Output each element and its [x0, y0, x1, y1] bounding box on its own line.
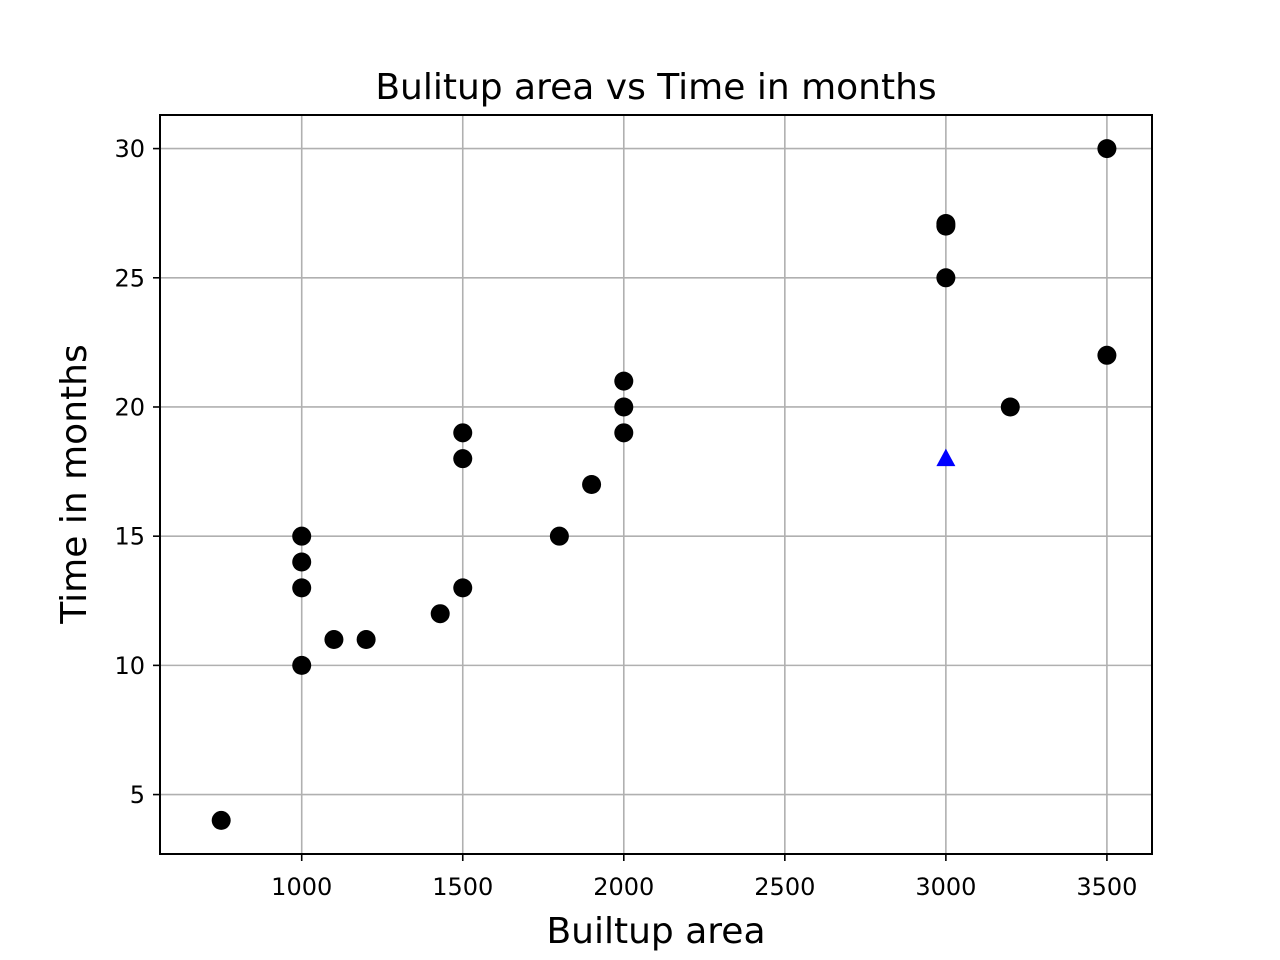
- data-point: [453, 449, 473, 469]
- x-tick-label: 3500: [1076, 873, 1137, 901]
- x-axis-label: Builtup area: [546, 911, 765, 952]
- data-point: [211, 810, 231, 830]
- data-point: [1097, 139, 1117, 159]
- chart-title: Bulitup area vs Time in months: [375, 67, 936, 108]
- data-point: [292, 655, 312, 675]
- y-axis-label: Time in months: [54, 344, 95, 624]
- data-point: [614, 423, 634, 443]
- data-point: [453, 578, 473, 598]
- grid: [160, 115, 1152, 854]
- data-point: [582, 475, 602, 494]
- data-point: [292, 578, 312, 598]
- data-point-triangle: [936, 448, 956, 467]
- x-tick-label: 2000: [593, 873, 654, 901]
- data-points: [211, 139, 1117, 830]
- data-point: [292, 526, 312, 546]
- axis-ticks: 1000 1500 2000 2500 3000 3500 5 10 15 20 25 30: [114, 135, 1137, 901]
- x-tick-label: 2500: [754, 873, 815, 901]
- data-point: [453, 423, 473, 443]
- y-tick-label: 30: [114, 135, 145, 163]
- y-tick-label: 5: [130, 781, 145, 809]
- plot-frame: [159, 114, 1153, 855]
- data-point: [614, 397, 634, 417]
- data-point: [324, 630, 344, 650]
- x-tick-label: 3000: [915, 873, 976, 901]
- data-point: [936, 268, 956, 288]
- data-point: [356, 630, 376, 650]
- x-tick-label: 1500: [432, 873, 493, 901]
- data-point: [292, 552, 312, 572]
- data-point: [614, 371, 634, 391]
- x-tick-label: 1000: [271, 873, 332, 901]
- y-tick-label: 20: [114, 393, 145, 421]
- y-tick-label: 25: [114, 264, 145, 292]
- y-tick-label: 10: [114, 652, 145, 680]
- y-tick-label: 15: [114, 523, 145, 551]
- data-point: [430, 604, 450, 624]
- data-point: [1000, 397, 1020, 417]
- data-point: [1097, 345, 1117, 365]
- data-point: [936, 214, 956, 234]
- data-point: [549, 526, 569, 546]
